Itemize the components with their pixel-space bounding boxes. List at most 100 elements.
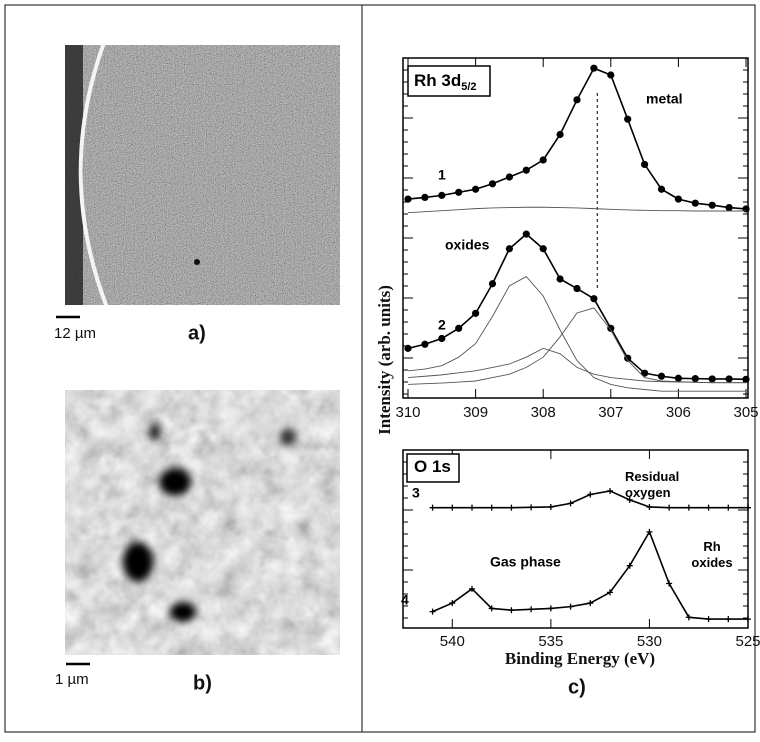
data-point	[455, 189, 462, 196]
chart-title: O 1s	[414, 457, 451, 476]
data-point	[430, 609, 436, 615]
data-point	[469, 505, 475, 511]
annotation: Gas phase	[490, 554, 561, 570]
plot-frame	[403, 58, 748, 398]
y-axis-label: Intensity (arb. units)	[375, 285, 394, 435]
data-point	[725, 616, 731, 622]
x-tick-label: 525	[735, 633, 760, 650]
data-point	[421, 194, 428, 201]
title-text: O 1s	[414, 457, 451, 476]
data-point	[472, 186, 479, 193]
scale-label: 12 µm	[54, 325, 96, 342]
data-point	[540, 245, 547, 252]
x-tick-label: 535	[538, 633, 563, 650]
data-point	[666, 505, 672, 511]
data-point	[587, 492, 593, 498]
data-point	[686, 505, 692, 511]
data-point	[709, 202, 716, 209]
data-point	[726, 375, 733, 382]
micrograph-a	[65, 40, 340, 310]
micrograph-b	[65, 390, 340, 655]
title-subscript: 5/2	[461, 81, 476, 93]
spectra: 310 309 308 307 306 305 Rh 3d5/2 metal oxides 1 2 5…	[395, 58, 760, 650]
data-point	[675, 196, 682, 203]
data-point	[725, 505, 731, 511]
annotation: oxides	[445, 237, 490, 253]
data-point	[607, 488, 613, 494]
data-point	[742, 205, 749, 212]
data-point	[528, 504, 534, 510]
data-point	[506, 245, 513, 252]
x-tick-label: 310	[395, 404, 420, 421]
figure: 12 µm a) 1 µm b) Intensity (arb. units) …	[0, 0, 760, 737]
data-point	[489, 505, 495, 511]
data-point	[528, 606, 534, 612]
data-point	[568, 500, 574, 506]
x-axis-label: Binding Energy (eV)	[505, 649, 655, 668]
series-label: 3	[412, 485, 420, 501]
data-point	[472, 310, 479, 317]
data-point	[557, 131, 564, 138]
data-point	[421, 341, 428, 348]
data-point	[430, 505, 436, 511]
annotation: metal	[646, 91, 683, 107]
scale-label: 1 µm	[55, 671, 89, 688]
data-point	[489, 280, 496, 287]
data-point	[607, 71, 614, 78]
panel-label: b)	[193, 672, 212, 694]
data-point	[506, 173, 513, 180]
data-point	[508, 607, 514, 613]
data-point	[557, 275, 564, 282]
x-tick-label: 540	[440, 633, 465, 650]
spectrum-line	[408, 277, 746, 392]
data-point	[658, 373, 665, 380]
data-point	[726, 204, 733, 211]
data-point	[455, 325, 462, 332]
x-tick-label: 305	[733, 404, 758, 421]
data-point	[438, 335, 445, 342]
data-point	[449, 505, 455, 511]
data-point	[540, 156, 547, 163]
data-point	[523, 167, 530, 174]
data-point	[548, 504, 554, 510]
x-tick-label: 307	[598, 404, 623, 421]
x-tick-label: 530	[637, 633, 662, 650]
series-label: 2	[438, 317, 446, 333]
data-point	[675, 375, 682, 382]
data-point	[745, 616, 751, 622]
x-tick-label: 306	[666, 404, 691, 421]
data-point	[709, 375, 716, 382]
data-point	[438, 192, 445, 199]
data-point	[641, 161, 648, 168]
data-point	[568, 604, 574, 610]
data-point	[658, 186, 665, 193]
x-tick-label: 309	[463, 404, 488, 421]
data-point	[548, 605, 554, 611]
data-point	[624, 116, 631, 123]
panel-label: c)	[568, 676, 586, 698]
x-tick-label: 308	[531, 404, 556, 421]
data-point	[523, 231, 530, 238]
data-point	[587, 600, 593, 606]
data-point	[590, 65, 597, 72]
title-text: Rh 3d	[414, 71, 461, 90]
series-label: 1	[438, 167, 446, 183]
panel-label: a)	[188, 322, 206, 344]
data-point	[508, 505, 514, 511]
data-point	[706, 505, 712, 511]
data-point	[404, 345, 411, 352]
data-point	[573, 96, 580, 103]
data-point	[692, 200, 699, 207]
data-point	[404, 196, 411, 203]
data-point	[706, 616, 712, 622]
data-point	[646, 504, 652, 510]
spectrum-line	[408, 207, 746, 212]
data-point	[573, 285, 580, 292]
data-point	[742, 376, 749, 383]
series-label: 4	[401, 592, 409, 608]
annotation: Rhoxides	[691, 539, 732, 570]
data-point	[692, 375, 699, 382]
data-point	[590, 295, 597, 302]
data-point	[489, 180, 496, 187]
